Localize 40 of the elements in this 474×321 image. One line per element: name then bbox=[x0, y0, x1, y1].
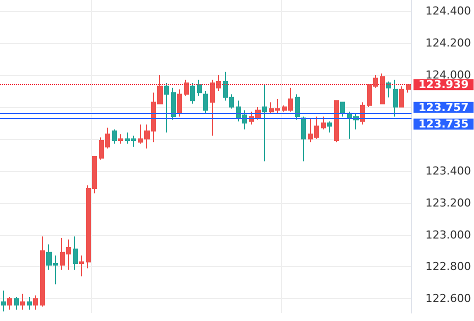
candlestick bbox=[33, 294, 38, 310]
candlestick bbox=[177, 88, 182, 118]
candlestick bbox=[190, 82, 195, 104]
candlestick bbox=[197, 79, 202, 96]
candlestick bbox=[380, 72, 385, 104]
candlestick bbox=[1, 290, 6, 312]
candlestick bbox=[112, 128, 117, 144]
candlestick bbox=[321, 116, 326, 130]
y-tick-label: 124.400 bbox=[426, 4, 472, 18]
candlestick bbox=[295, 94, 300, 120]
candlestick bbox=[184, 79, 189, 96]
candlestick bbox=[340, 102, 345, 118]
candlestick bbox=[171, 87, 176, 120]
candlestick bbox=[164, 82, 169, 134]
candlestick bbox=[27, 296, 32, 310]
ref-line-label: 123.735 bbox=[418, 118, 469, 131]
candlestick bbox=[20, 293, 25, 310]
candlestick bbox=[262, 84, 267, 162]
y-tick-label: 123.200 bbox=[426, 196, 472, 210]
ref-line-label: 123.939 bbox=[418, 78, 469, 92]
candlestick bbox=[73, 236, 78, 270]
candlestick bbox=[393, 79, 398, 118]
candlestick bbox=[7, 296, 12, 310]
candlestick bbox=[40, 236, 45, 308]
candlestick bbox=[79, 255, 84, 277]
candlestick bbox=[203, 90, 208, 114]
y-tick-label: 122.800 bbox=[426, 260, 472, 274]
y-tick-label: 124.200 bbox=[426, 36, 472, 50]
candlestick bbox=[386, 80, 391, 98]
candlestick bbox=[118, 134, 123, 144]
y-tick-label: 122.600 bbox=[426, 292, 472, 306]
candlestick bbox=[399, 86, 404, 108]
y-tick-label: 123.400 bbox=[426, 164, 472, 178]
candlestick bbox=[327, 120, 332, 134]
candlestick bbox=[14, 296, 19, 310]
candlestick bbox=[406, 84, 411, 94]
candlestick bbox=[301, 116, 306, 162]
ref-line-label: 123.757 bbox=[418, 100, 469, 114]
y-tick-label: 123.000 bbox=[426, 228, 472, 242]
candlestick bbox=[334, 100, 339, 143]
